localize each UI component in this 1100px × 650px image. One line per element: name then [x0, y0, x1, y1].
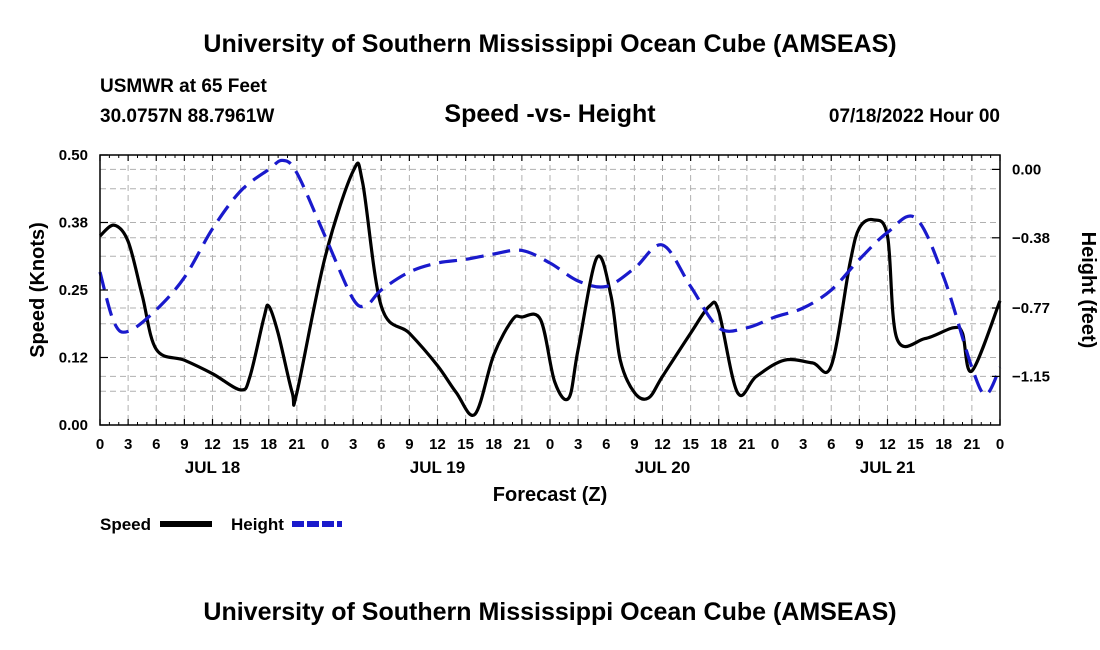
- x-tick-label: 15: [457, 436, 474, 453]
- y-tick-label-right: 0.00: [1012, 161, 1041, 178]
- x-tick-label: 15: [907, 436, 924, 453]
- y-tick-label-left: 0.50: [59, 147, 88, 164]
- y-tick-label-left: 0.00: [59, 417, 88, 434]
- x-tick-label: 12: [204, 436, 221, 453]
- forecast-datetime: 07/18/2022 Hour 00: [828, 106, 1000, 127]
- legend-label-speed: Speed: [100, 515, 151, 534]
- station-label: USMWR at 65 Feet: [100, 76, 267, 97]
- x-tick-label: 0: [321, 436, 329, 453]
- x-tick-label: 3: [799, 436, 807, 453]
- x-day-label: JUL 19: [410, 458, 465, 477]
- x-tick-label: 6: [152, 436, 160, 453]
- x-tick-label: 9: [630, 436, 638, 453]
- y-tick-label-left: 0.38: [59, 215, 88, 232]
- x-tick-label: 18: [935, 436, 952, 453]
- height-series-line: [98, 158, 1002, 396]
- x-tick-label: 18: [260, 436, 277, 453]
- y-tick-label-left: 0.12: [59, 350, 88, 367]
- speed-series-line: [98, 161, 1002, 418]
- x-tick-label: 15: [682, 436, 699, 453]
- x-day-label: JUL 20: [635, 458, 690, 477]
- x-day-label: JUL 21: [860, 458, 915, 477]
- axes: 0 3 6 9 12 15 18 21 0 3 6 9 12 15 18 21 0 3 6 9 12 15 18 21 0 3 6 9…: [59, 147, 1050, 477]
- x-tick-label: 3: [349, 436, 357, 453]
- y-tick-label-right: −0.77: [1012, 300, 1050, 317]
- x-tick-label: 21: [514, 436, 531, 453]
- y-axis-title-right: Height (feet): [1077, 232, 1099, 349]
- x-tick-label: 3: [574, 436, 582, 453]
- x-tick-label: 0: [771, 436, 779, 453]
- y-tick-label-right: −1.15: [1012, 368, 1050, 385]
- x-tick-label: 18: [710, 436, 727, 453]
- x-tick-label: 6: [602, 436, 610, 453]
- x-day-label: JUL 18: [185, 458, 240, 477]
- y-tick-label-left: 0.25: [59, 282, 88, 299]
- x-tick-label: 6: [827, 436, 835, 453]
- chart-subtitle: Speed -vs- Height: [444, 100, 656, 128]
- x-tick-label: 0: [96, 436, 104, 453]
- x-tick-label: 12: [429, 436, 446, 453]
- x-tick-label: 18: [485, 436, 502, 453]
- legend: Speed Height: [100, 515, 342, 534]
- x-tick-label: 3: [124, 436, 132, 453]
- page-title: University of Southern Mississippi Ocean…: [203, 30, 897, 58]
- x-tick-label: 21: [739, 436, 756, 453]
- x-tick-label: 15: [232, 436, 249, 453]
- x-tick-label: 6: [377, 436, 385, 453]
- x-axis-title: Forecast (Z): [493, 484, 607, 506]
- y-axis-title-left: Speed (Knots): [27, 222, 49, 358]
- x-tick-label: 9: [180, 436, 188, 453]
- x-tick-label: 12: [879, 436, 896, 453]
- x-tick-label: 12: [654, 436, 671, 453]
- station-coordinates: 30.0757N 88.7961W: [100, 106, 275, 127]
- x-tick-label: 21: [289, 436, 306, 453]
- series-layer: [98, 158, 1002, 418]
- x-tick-label: 9: [855, 436, 863, 453]
- x-tick-label: 9: [405, 436, 413, 453]
- legend-label-height: Height: [231, 515, 284, 534]
- y-tick-label-right: −0.38: [1012, 230, 1050, 247]
- x-tick-label: 0: [546, 436, 554, 453]
- x-tick-label: 0: [996, 436, 1004, 453]
- footer-title: University of Southern Mississippi Ocean…: [203, 598, 897, 626]
- x-tick-label: 21: [964, 436, 981, 453]
